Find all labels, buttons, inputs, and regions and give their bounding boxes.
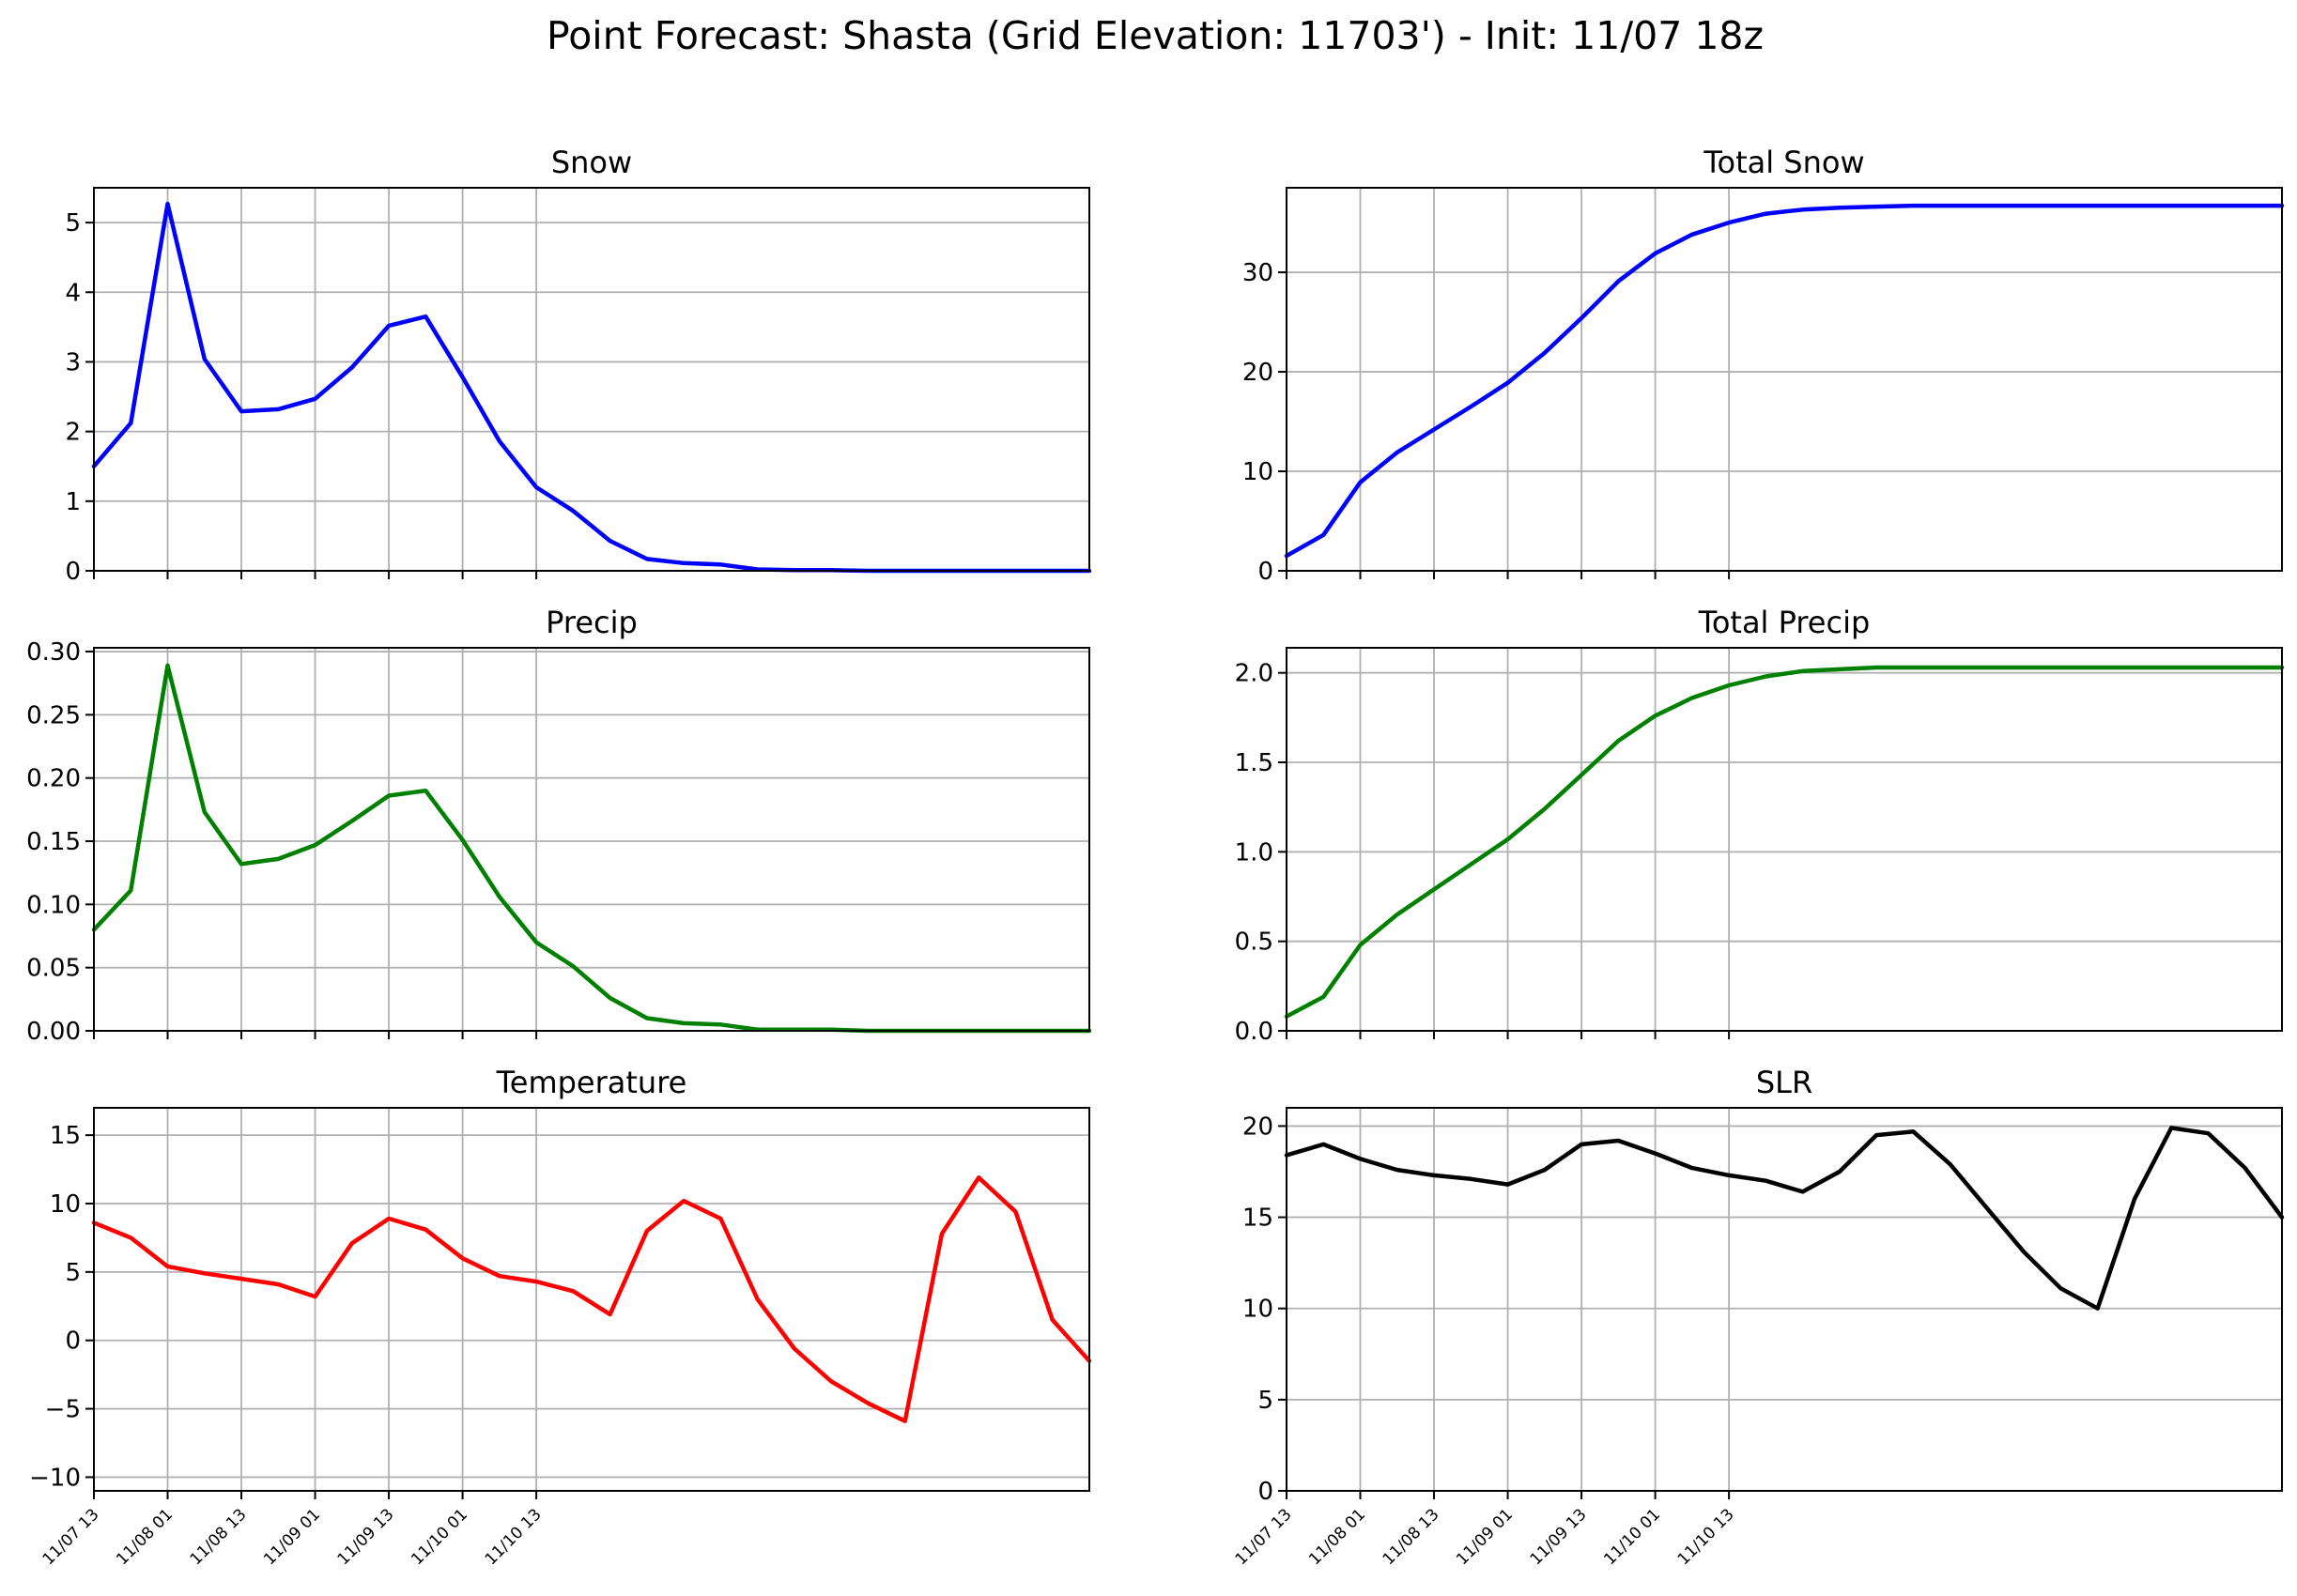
total-precip-ytick-label: 2.0 <box>1235 660 1273 688</box>
temperature-series-line <box>91 1175 1092 1423</box>
temperature-xtick-label: 11/09 01 <box>260 1505 324 1569</box>
slr-axes-frame <box>1286 1107 2283 1492</box>
slr-xtick-label: 11/08 01 <box>1305 1505 1369 1569</box>
total-precip-ytick-label: 0.5 <box>1235 928 1273 957</box>
snow-ytick-label: 1 <box>65 488 81 516</box>
precip-ytick-label: 0.15 <box>26 828 81 856</box>
slr-panel-title: SLR <box>1756 1065 1812 1100</box>
slr-ytick-label: 5 <box>1257 1387 1273 1415</box>
slr-ytick-label: 20 <box>1242 1113 1273 1141</box>
precip-axes-frame <box>93 647 1090 1032</box>
temperature-xtick-label: 11/07 13 <box>39 1505 103 1569</box>
slr-xtick-label: 11/09 01 <box>1453 1505 1517 1569</box>
snow-ytick-label: 3 <box>65 348 81 376</box>
total-precip-ytick-label: 1.5 <box>1235 749 1273 777</box>
precip-series-line <box>91 663 1092 1034</box>
total-precip-panel: Total Precip 0.0 0.5 1.0 1.5 2.0 <box>1235 605 2285 1046</box>
temperature-ytick-label: −5 <box>45 1396 81 1424</box>
total-precip-series-line <box>1284 665 2285 1019</box>
total-snow-ytick-label: 0 <box>1257 558 1273 586</box>
total-precip-panel-title: Total Precip <box>1698 605 1871 640</box>
precip-ytick-label: 0.25 <box>26 701 81 729</box>
total-snow-panel: Total Snow 0 10 20 30 <box>1242 145 2285 586</box>
total-precip-ytick-label: 0.0 <box>1235 1018 1273 1046</box>
precip-ytick-label: 0.30 <box>26 638 81 667</box>
total-precip-axes-frame <box>1286 647 2283 1032</box>
precip-ytick-label: 0.10 <box>26 891 81 919</box>
total-snow-axes-frame <box>1286 187 2283 572</box>
precip-ytick-label: 0.20 <box>26 765 81 793</box>
temperature-ytick-label: 15 <box>50 1122 81 1150</box>
total-snow-ytick-label: 20 <box>1242 359 1273 387</box>
temperature-ytick-label: 5 <box>65 1259 81 1287</box>
snow-ytick-label: 2 <box>65 419 81 447</box>
total-snow-panel-title: Total Snow <box>1703 145 1864 180</box>
slr-xtick-label: 11/10 01 <box>1600 1505 1664 1569</box>
precip-panel: Precip 0.00 0.05 0.10 0.15 0.20 0.25 0.30 <box>26 605 1092 1046</box>
precip-ytick-label: 0.00 <box>26 1018 81 1046</box>
slr-xtick-label: 11/07 13 <box>1232 1505 1296 1569</box>
total-snow-ytick-label: 30 <box>1242 259 1273 287</box>
total-snow-ytick-label: 10 <box>1242 458 1273 486</box>
total-precip-ytick-label: 1.0 <box>1235 838 1273 867</box>
snow-ytick-label: 4 <box>65 279 81 307</box>
precip-panel-title: Precip <box>546 605 638 640</box>
snow-panel: Snow 0 1 2 3 4 5 <box>65 145 1092 586</box>
slr-xtick-label: 11/09 13 <box>1527 1505 1591 1569</box>
temperature-panel-title: Temperature <box>496 1065 687 1100</box>
slr-ytick-label: 10 <box>1242 1296 1273 1324</box>
temperature-ytick-label: −10 <box>29 1464 81 1492</box>
temperature-xtick-label: 11/10 13 <box>482 1505 546 1569</box>
slr-ytick-label: 0 <box>1257 1478 1273 1506</box>
snow-ytick-label: 5 <box>65 209 81 238</box>
slr-ytick-label: 15 <box>1242 1205 1273 1233</box>
slr-xtick-label: 11/08 13 <box>1380 1505 1443 1569</box>
total-snow-series-line <box>1284 203 2285 559</box>
temperature-ytick-label: 0 <box>65 1327 81 1356</box>
temperature-axes-frame <box>93 1107 1090 1492</box>
temperature-xtick-label: 11/08 01 <box>113 1505 177 1569</box>
temperature-xtick-label: 11/08 13 <box>187 1505 251 1569</box>
figure-title: Point Forecast: Shasta (Grid Elevation: … <box>547 13 1764 58</box>
snow-series-line <box>91 201 1092 574</box>
snow-ytick-label: 0 <box>65 558 81 586</box>
slr-series-line <box>1284 1126 2285 1311</box>
slr-xtick-label: 11/10 13 <box>1674 1505 1738 1569</box>
precip-ytick-label: 0.05 <box>26 955 81 983</box>
snow-axes-frame <box>93 187 1090 572</box>
temperature-ytick-label: 10 <box>50 1190 81 1219</box>
temperature-xtick-label: 11/10 01 <box>408 1505 471 1569</box>
temperature-xtick-label: 11/09 13 <box>334 1505 398 1569</box>
snow-panel-title: Snow <box>551 145 632 180</box>
